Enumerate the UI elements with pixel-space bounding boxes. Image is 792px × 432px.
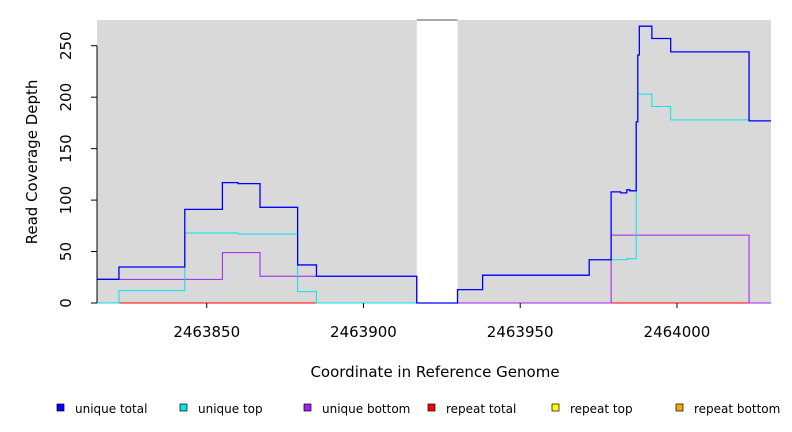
x-axis: 2463850 2463900 2463950 2464000 [173,303,710,341]
shaded-region-1 [97,20,417,303]
legend-item-repeat-top: repeat top [551,402,633,416]
legend: unique total unique top unique bottom repea… [56,402,780,416]
y-tick-label: 150 [57,134,75,163]
legend-swatch [179,403,188,412]
y-tick-label: 50 [57,242,75,261]
x-tick-label: 2463900 [330,323,397,341]
x-tick-label: 2464000 [644,323,711,341]
y-tick-label: 250 [57,31,75,60]
legend-label: repeat total [446,402,516,416]
x-tick-label: 2463950 [487,323,554,341]
legend-swatch [427,403,436,412]
x-axis-label: Coordinate in Reference Genome [310,363,559,381]
shaded-regions [97,20,771,303]
legend-label: unique top [198,402,263,416]
legend-item-unique-top: unique top [179,402,263,416]
legend-swatch [56,403,65,412]
legend-label: repeat bottom [694,402,780,416]
legend-label: unique bottom [322,402,410,416]
legend-item-unique-total: unique total [56,402,147,416]
legend-label: repeat top [570,402,633,416]
shaded-region-2 [457,20,771,303]
legend-swatch [551,403,560,412]
legend-label: unique total [75,402,147,416]
y-tick-label: 200 [57,83,75,112]
x-tick-label: 2463850 [173,323,240,341]
legend-item-repeat-total: repeat total [427,402,516,416]
y-axis-label: Read Coverage Depth [23,80,41,245]
y-tick-label: 100 [57,186,75,215]
y-axis: 0 50 100 150 200 250 [57,31,98,308]
legend-item-repeat-bottom: repeat bottom [675,402,780,416]
y-tick-label: 0 [57,298,75,308]
series-lines [97,25,771,304]
legend-swatch [303,403,312,412]
series-unique-total [97,25,771,304]
legend-item-unique-bottom: unique bottom [303,402,410,416]
legend-swatch [675,403,684,412]
